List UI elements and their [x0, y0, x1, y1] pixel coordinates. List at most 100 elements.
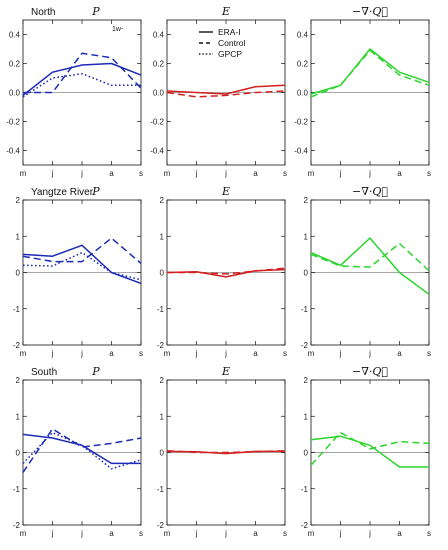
panel-variable-title: E [221, 5, 230, 18]
y-tick-label: 0 [160, 449, 165, 458]
x-tick-label: j [339, 349, 342, 358]
y-tick-label: 1 [16, 412, 21, 421]
x-tick-label: s [139, 529, 143, 538]
panel-variable-title: −∇·Q⃗ [352, 365, 388, 378]
y-tick-label: 0 [160, 269, 165, 278]
y-tick-label: 1 [16, 232, 21, 241]
panel-variable-title: E [221, 365, 230, 378]
y-tick-label: 2 [160, 376, 165, 385]
x-tick-label: a [397, 349, 402, 358]
series-line-era-i [310, 48, 430, 95]
x-tick-label: s [139, 169, 143, 178]
x-tick-label: j [368, 529, 371, 538]
x-tick-label: a [253, 169, 258, 178]
x-tick-label: s [283, 349, 287, 358]
series-line-era-i [22, 62, 142, 96]
series-line-era-i [22, 433, 141, 465]
series-line-era-i [166, 450, 285, 455]
y-tick-label: 0.0 [297, 89, 309, 98]
series-line-gpcp [22, 72, 141, 98]
x-tick-label: m [164, 349, 171, 358]
x-tick-label: a [109, 169, 114, 178]
series-line-control [23, 52, 142, 94]
x-tick-label: j [195, 169, 198, 178]
x-tick-label: m [308, 349, 315, 358]
x-tick-label: j [80, 169, 83, 178]
panel-north-div-q: -0.4 -0.2 0.0 0.2 0.4 m j j a s −∇·Q⃗ [294, 5, 431, 178]
y-tick-label: 0 [304, 269, 309, 278]
y-tick-label: -1 [157, 305, 165, 314]
x-tick-label: j [80, 349, 83, 358]
panel-variable-title: E [221, 185, 230, 198]
y-tick-label: 1 [304, 232, 309, 241]
series-line-era-i [22, 244, 142, 285]
x-tick-label: m [20, 529, 27, 538]
y-tick-label: -2 [157, 521, 165, 530]
legend-entry: Control [218, 38, 246, 48]
series-line-control [310, 242, 430, 272]
region-title: Yangtze River [31, 187, 94, 198]
series-line-control [310, 49, 430, 98]
x-tick-label: j [339, 529, 342, 538]
x-tick-label: a [253, 349, 258, 358]
y-tick-label: 2 [16, 376, 21, 385]
series-line-control [166, 449, 286, 454]
y-tick-label: 0.2 [9, 60, 21, 69]
y-tick-label: 2 [304, 196, 309, 205]
y-tick-label: 0.2 [153, 60, 165, 69]
y-tick-label: 2 [16, 196, 21, 205]
x-tick-label: j [368, 169, 371, 178]
small-label: 1w- [112, 26, 124, 33]
series-line-control [167, 267, 286, 275]
panel-variable-title: P [91, 365, 100, 378]
panel-south-e: -2 -1 0 1 2 m j j a s E [157, 365, 287, 538]
y-tick-label: 0 [304, 449, 309, 458]
series-line-control [166, 90, 286, 98]
panel-yangtze-river-div-q: -2 -1 0 1 2 m j j a s −∇·Q⃗ [301, 185, 431, 358]
x-tick-label: j [80, 529, 83, 538]
x-tick-label: j [339, 169, 342, 178]
series-line-gpcp [22, 431, 142, 470]
panel-north-e: -0.4 -0.2 0.0 0.2 0.4 m j j a s E [150, 5, 287, 178]
y-tick-label: -1 [301, 485, 309, 494]
x-tick-label: j [51, 529, 54, 538]
panel-south-p: -2 -1 0 1 2 m j j a s P South [13, 365, 143, 538]
x-tick-label: s [427, 169, 431, 178]
x-tick-label: a [397, 529, 402, 538]
x-tick-label: s [283, 169, 287, 178]
x-tick-label: s [427, 529, 431, 538]
panel-variable-title: −∇·Q⃗ [352, 5, 388, 18]
y-tick-label: 0.4 [153, 31, 165, 40]
y-tick-label: 1 [160, 412, 165, 421]
series-line-era-i [166, 84, 286, 95]
x-tick-label: m [164, 529, 171, 538]
x-tick-label: a [253, 529, 258, 538]
panel-south-div-q: -2 -1 0 1 2 m j j a s −∇·Q⃗ [301, 365, 431, 538]
series-line-era-i [310, 435, 429, 468]
y-tick-label: -1 [13, 305, 21, 314]
y-tick-label: -2 [157, 341, 165, 350]
series-line-era-i [166, 268, 286, 278]
y-tick-label: 1 [160, 232, 165, 241]
x-tick-label: m [20, 349, 27, 358]
y-tick-label: 2 [304, 376, 309, 385]
x-tick-label: j [51, 169, 54, 178]
x-tick-label: m [308, 529, 315, 538]
panel-north-p: -0.4 -0.2 0.0 0.2 0.4 m j j a s P North [6, 5, 143, 178]
y-tick-label: -0.2 [294, 118, 308, 127]
x-tick-label: m [20, 169, 27, 178]
x-tick-label: j [195, 349, 198, 358]
y-tick-label: 2 [160, 196, 165, 205]
panel-variable-title: P [91, 5, 100, 18]
y-tick-label: 0.4 [9, 31, 21, 40]
y-tick-label: -0.4 [6, 147, 20, 156]
x-tick-label: m [164, 169, 171, 178]
y-tick-label: 0.2 [297, 60, 309, 69]
series-line-control [310, 431, 430, 466]
y-tick-label: 1 [304, 412, 309, 421]
x-tick-label: j [224, 529, 227, 538]
y-tick-label: -0.2 [6, 118, 20, 127]
x-tick-label: j [195, 529, 198, 538]
x-tick-label: s [427, 349, 431, 358]
